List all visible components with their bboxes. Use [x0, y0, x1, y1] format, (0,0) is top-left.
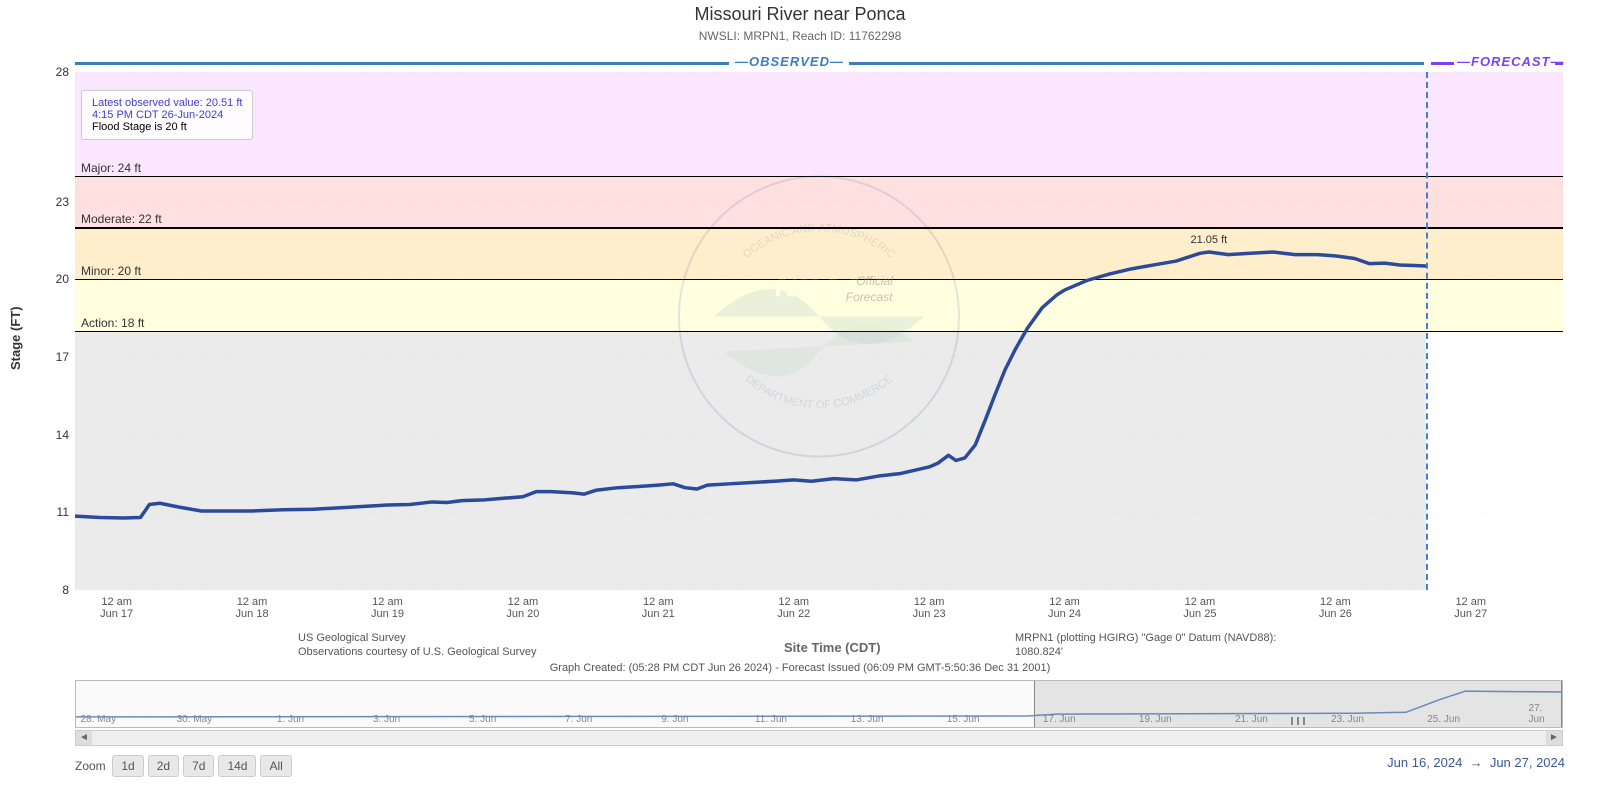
- overview-tick: 1. Jun: [277, 714, 304, 725]
- chart-subtitle: NWSLI: MRPN1, Reach ID: 11762298: [0, 25, 1600, 43]
- y-tick: 23: [45, 195, 69, 209]
- plot-area[interactable]: Action: 18 ftMinor: 20 ftModerate: 22 ft…: [75, 72, 1563, 590]
- scroll-left-arrow-icon[interactable]: ◄: [76, 731, 92, 745]
- y-tick: 14: [45, 428, 69, 442]
- overview-tick: 11. Jun: [755, 714, 787, 725]
- date-range-display[interactable]: Jun 16, 2024 → Jun 27, 2024: [1387, 755, 1565, 770]
- overview-strip[interactable]: 28. May 30. May 1. Jun 3. Jun 5. Jun 7. Jun 9.…: [75, 680, 1563, 728]
- arrow-right-icon: →: [1470, 755, 1483, 770]
- stage-line-chart: [75, 72, 1563, 590]
- overview-tick: 9. Jun: [661, 714, 688, 725]
- x-tick: 12 amJun 21: [642, 596, 675, 620]
- x-tick: 12 amJun 23: [913, 596, 946, 620]
- zoom-button-all[interactable]: All: [260, 755, 291, 777]
- overview-tick: 3. Jun: [373, 714, 400, 725]
- y-tick: 28: [45, 65, 69, 79]
- y-tick: 8: [45, 583, 69, 597]
- y-tick: 17: [45, 350, 69, 364]
- footer-source-2: Observations courtesy of U.S. Geological…: [298, 646, 536, 658]
- forecast-line-left: [1431, 62, 1454, 65]
- x-tick: 12 amJun 18: [236, 596, 269, 620]
- overview-tick: 5. Jun: [469, 714, 496, 725]
- range-to[interactable]: Jun 27, 2024: [1490, 755, 1565, 770]
- observed-line: [75, 62, 729, 65]
- overview-tick: 7. Jun: [565, 714, 592, 725]
- forecast-line-right: [1555, 62, 1563, 65]
- info-timestamp: 4:15 PM CDT 26-Jun-2024: [92, 109, 242, 121]
- info-box: Latest observed value: 20.51 ft 4:15 PM …: [81, 90, 253, 140]
- x-tick: 12 amJun 22: [777, 596, 810, 620]
- graph-created: Graph Created: (05:28 PM CDT Jun 26 2024…: [0, 662, 1600, 674]
- overview-selected-range[interactable]: [1034, 681, 1562, 727]
- x-tick: 12 amJun 24: [1048, 596, 1081, 620]
- drag-handle-icon[interactable]: [1286, 717, 1310, 725]
- y-tick: 20: [45, 272, 69, 286]
- observed-label: —OBSERVED—: [735, 54, 844, 69]
- zoom-button-7d[interactable]: 7d: [183, 755, 214, 777]
- forecast-label: —FORECAST—: [1457, 54, 1565, 69]
- zoom-label: Zoom: [75, 759, 106, 773]
- x-axis-label: Site Time (CDT): [784, 640, 881, 655]
- overview-tick: 28. May: [80, 714, 116, 725]
- overview-tick: 15. Jun: [947, 714, 980, 725]
- section-header: —OBSERVED— —FORECAST—: [75, 56, 1590, 70]
- x-tick: 12 amJun 26: [1319, 596, 1352, 620]
- scroll-right-arrow-icon[interactable]: ►: [1546, 731, 1562, 745]
- zoom-button-2d[interactable]: 2d: [148, 755, 179, 777]
- x-tick: 12 amJun 17: [100, 596, 133, 620]
- zoom-button-1d[interactable]: 1d: [112, 755, 143, 777]
- overview-tick: 30. May: [177, 714, 213, 725]
- peak-annotation: 21.05 ft: [1190, 234, 1227, 246]
- y-axis-label: Stage (FT): [8, 306, 23, 370]
- zoom-button-14d[interactable]: 14d: [218, 755, 256, 777]
- zoom-controls: Zoom 1d2d7d14dAll: [75, 755, 296, 777]
- x-tick: 12 amJun 25: [1183, 596, 1216, 620]
- overview-tick: 13. Jun: [851, 714, 884, 725]
- y-tick: 11: [45, 505, 69, 519]
- info-floodstage: Flood Stage is 20 ft: [92, 121, 242, 133]
- x-tick: 12 amJun 27: [1454, 596, 1487, 620]
- horizontal-scrollbar[interactable]: ◄ ►: [75, 730, 1563, 746]
- x-tick: 12 amJun 19: [371, 596, 404, 620]
- range-from[interactable]: Jun 16, 2024: [1387, 755, 1462, 770]
- footer-source-1: US Geological Survey: [298, 632, 406, 644]
- footer-datum-2: 1080.824': [1015, 646, 1063, 658]
- footer-datum-1: MRPN1 (plotting HGIRG) "Gage 0" Datum (N…: [1015, 632, 1276, 644]
- observed-line-right: [849, 62, 1424, 65]
- info-latest: Latest observed value: 20.51 ft: [92, 97, 242, 109]
- chart-title: Missouri River near Ponca: [0, 0, 1600, 25]
- x-tick: 12 amJun 20: [506, 596, 539, 620]
